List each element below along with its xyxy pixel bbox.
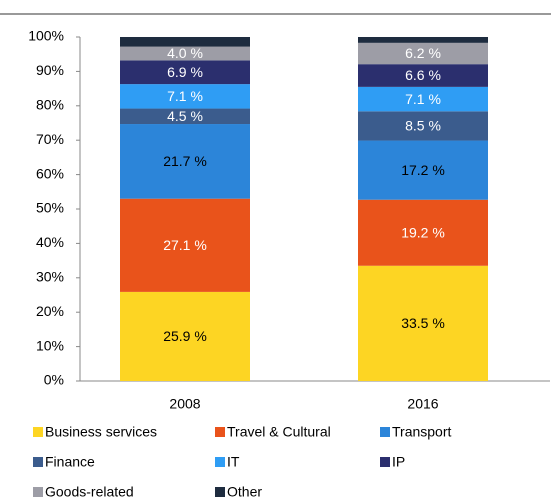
legend-label: Business services: [45, 424, 157, 440]
bar-segment: [358, 42, 488, 65]
data-label: 6.6 %: [405, 67, 441, 83]
data-label: 7.1 %: [167, 88, 203, 104]
bar-segment: [120, 108, 250, 125]
x-tick-label: 2016: [407, 396, 438, 412]
legend-swatch: [215, 487, 225, 497]
legend-label: Transport: [392, 424, 452, 440]
y-tick-label: 10%: [36, 337, 64, 353]
legend-swatch: [380, 427, 390, 437]
data-label: 33.5 %: [401, 315, 445, 331]
bar-segment: [358, 86, 488, 112]
y-tick-label: 90%: [36, 62, 64, 78]
legend-label: IT: [227, 454, 240, 470]
y-tick-label: 0%: [44, 372, 64, 388]
data-label: 21.7 %: [163, 153, 207, 169]
y-tick-label: 80%: [36, 97, 64, 113]
data-label: 8.5 %: [405, 118, 441, 134]
data-label: 25.9 %: [163, 328, 207, 344]
bar-segment: [120, 198, 250, 292]
y-tick-label: 70%: [36, 131, 64, 147]
data-label: 4.0 %: [167, 45, 203, 61]
bar-segment: [358, 37, 488, 43]
bar-segment: [358, 265, 488, 381]
y-tick-label: 20%: [36, 303, 64, 319]
x-tick-label: 2008: [169, 396, 200, 412]
y-tick-label: 30%: [36, 269, 64, 285]
data-label: 4.5 %: [167, 108, 203, 124]
y-tick-label: 50%: [36, 200, 64, 216]
data-label: 17.2 %: [401, 162, 445, 178]
y-tick-label: 100%: [28, 28, 64, 44]
bar-segment: [358, 140, 488, 200]
bar-segment: [358, 111, 488, 141]
legend-swatch: [33, 427, 43, 437]
legend-label: IP: [392, 454, 405, 470]
bar-segment: [358, 199, 488, 266]
legend-swatch: [33, 457, 43, 467]
legend-swatch: [33, 487, 43, 497]
legend-label: Other: [227, 484, 262, 500]
legend-label: Finance: [45, 454, 95, 470]
data-label: 19.2 %: [401, 224, 445, 240]
bar-segment: [120, 291, 250, 381]
bar-segment: [120, 60, 250, 85]
data-label: 7.1 %: [405, 91, 441, 107]
bar-segment: [120, 37, 250, 47]
legend-swatch: [215, 427, 225, 437]
bar-segment: [120, 84, 250, 109]
bar-segment: [358, 64, 488, 87]
legend-label: Goods-related: [45, 484, 134, 500]
data-label: 6.2 %: [405, 45, 441, 61]
y-tick-label: 40%: [36, 234, 64, 250]
bar-segment: [120, 46, 250, 61]
legend-label: Travel & Cultural: [227, 424, 331, 440]
bar-segment: [120, 124, 250, 199]
y-tick-label: 60%: [36, 165, 64, 181]
legend-swatch: [215, 457, 225, 467]
data-label: 6.9 %: [167, 64, 203, 80]
legend-swatch: [380, 457, 390, 467]
data-label: 27.1 %: [163, 237, 207, 253]
